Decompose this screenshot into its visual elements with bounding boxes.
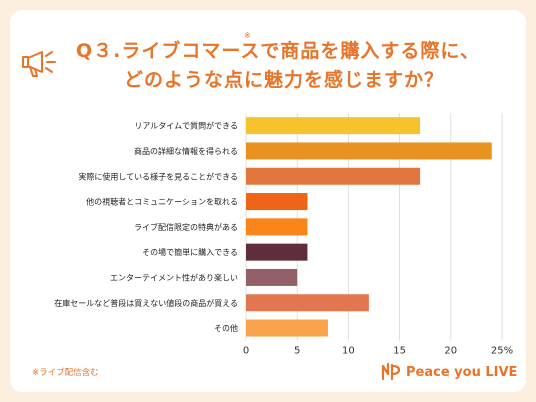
category-label: その他: [214, 323, 238, 333]
category-label: 他の視聴者とコミュニケーションを取れる: [86, 197, 238, 207]
brand-name: Peace you LIVE: [406, 364, 518, 380]
bar: [246, 193, 308, 211]
category-label: ライブ配信限定の特典がある: [134, 222, 238, 232]
title-line-2: どのような点に魅力を感じますか？: [124, 69, 445, 91]
x-tick-label: 10: [342, 346, 355, 357]
x-tick-label: 15: [393, 346, 406, 357]
title-line-1: Q３.ライブコマースで商品を購入する際に、: [76, 40, 480, 62]
category-label: その場で簡単に購入できる: [142, 247, 238, 257]
x-tick-label: 20: [444, 346, 457, 357]
category-label: リアルタイムで質問ができる: [134, 121, 238, 131]
bar: [246, 218, 308, 236]
bar: [246, 142, 492, 160]
bar: [246, 243, 308, 261]
footnote: ※ライブ配信含む: [32, 368, 99, 378]
bar: [246, 319, 328, 337]
megaphone-icon: [22, 51, 56, 77]
bar: [246, 294, 369, 312]
brand-logo: Peace you LIVE: [380, 362, 517, 382]
category-label: 商品の詳細な情報を得られる: [134, 146, 238, 156]
bar: [246, 167, 421, 185]
title-note-mark: ※: [244, 31, 251, 40]
x-tick-label: 25%: [491, 346, 513, 357]
category-label: 在庫セールなど普段は買えない値段の商品が買える: [54, 298, 238, 308]
peace-you-live-logo-icon: [381, 362, 401, 381]
bar: [246, 117, 421, 135]
x-tick-label: 0: [243, 346, 249, 357]
chart-title: ※ Q３.ライブコマースで商品を購入する際に、 どのような点に魅力を感じますか？: [0, 0, 536, 100]
category-label: 実際に使用している様子を見ることができる: [78, 171, 238, 181]
bar: [246, 268, 298, 286]
category-label: エンターテイメント性があり楽しい: [110, 272, 238, 282]
x-tick-label: 5: [294, 346, 300, 357]
